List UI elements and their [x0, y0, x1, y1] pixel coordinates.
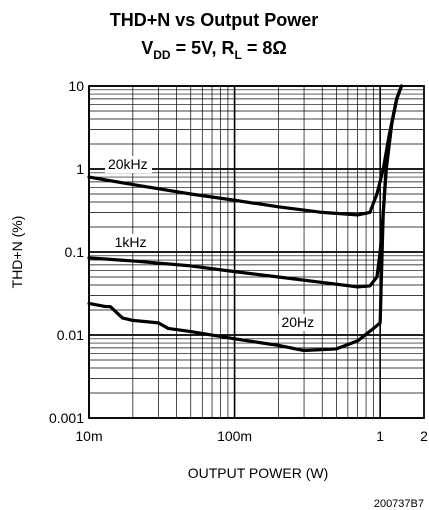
x-tick-label: 100m [217, 428, 252, 444]
y-tick-label: 10 [68, 78, 84, 94]
tick-labels: 10m 100m 1 2 0.001 0.01 0.1 1 10 [49, 78, 428, 444]
series-label-bg [111, 233, 151, 251]
subtitle-vdd-val: = 5V, R [171, 38, 235, 58]
figure-id: 200737B7 [374, 498, 424, 510]
series-label-1khz: 1kHz [115, 234, 147, 250]
series-label-20khz: 20kHz [108, 156, 148, 172]
x-tick-label: 1 [376, 428, 384, 444]
subtitle-vdd: V [141, 38, 153, 58]
chart-subtitle: VDD = 5V, RL = 8Ω [141, 38, 287, 62]
x-tick-label: 10m [75, 428, 102, 444]
y-tick-label: 1 [76, 161, 84, 177]
series-labels: 20kHz 1kHz 20Hz [104, 156, 318, 331]
chart-title: THD+N vs Output Power [110, 10, 319, 30]
series-label-bg [278, 313, 318, 331]
series-line-20khz [87, 84, 404, 217]
x-axis-label: OUTPUT POWER (W) [188, 465, 329, 481]
y-tick-label: 0.001 [49, 410, 84, 426]
subtitle-vdd-sub: DD [153, 48, 171, 62]
x-tick-label: 2 [420, 428, 428, 444]
plot-border [88, 85, 425, 419]
y-tick-label: 0.01 [57, 327, 84, 343]
grid [88, 85, 425, 419]
series-line-20hz [87, 84, 404, 353]
subtitle-rl-sub: L [234, 48, 241, 62]
y-axis-label: THD+N (%) [9, 216, 25, 289]
subtitle-rl-val: = 8Ω [242, 38, 287, 58]
series-label-bg [104, 156, 152, 173]
plot-frame [88, 85, 425, 419]
curves [87, 84, 404, 353]
series-label-20hz: 20Hz [281, 314, 314, 330]
y-tick-label: 0.1 [65, 244, 85, 260]
